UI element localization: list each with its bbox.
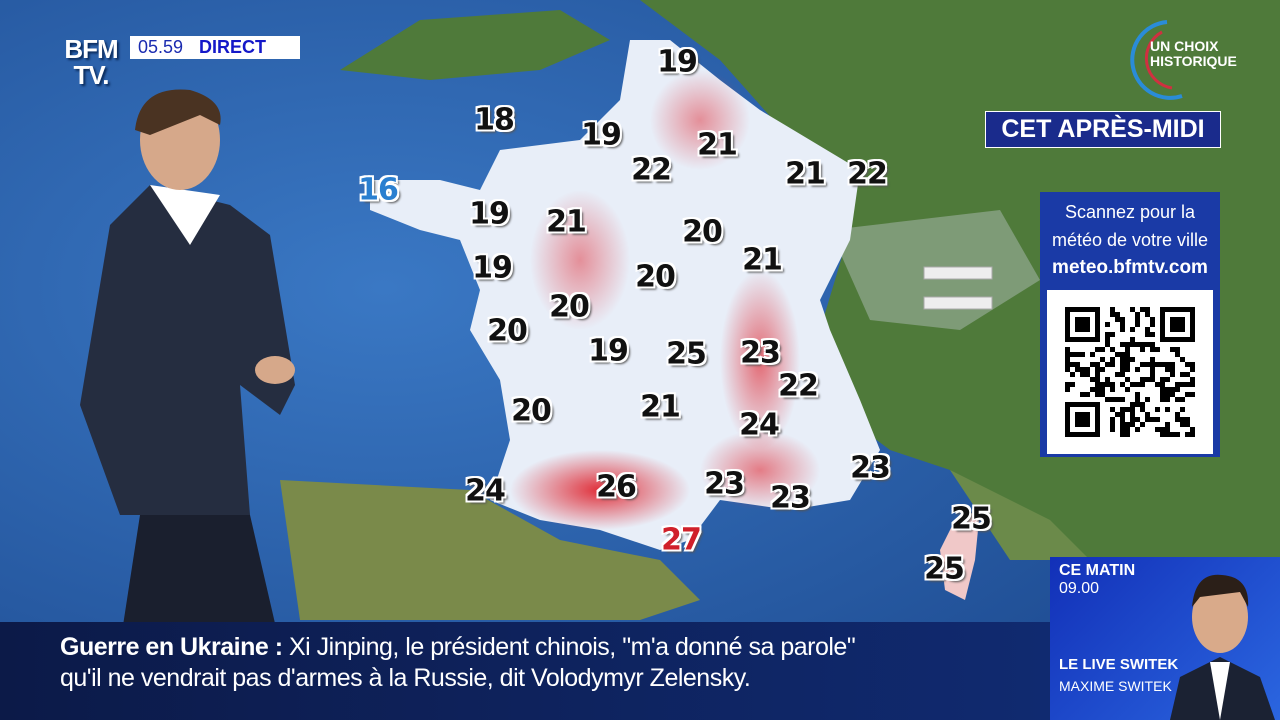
temperature-label: 22 <box>847 156 888 192</box>
temperature-label: 22 <box>631 152 672 188</box>
un-choix-historique-badge: UN CHOIX HISTORIQUE <box>1122 12 1242 102</box>
temperature-label: 19 <box>581 117 622 153</box>
host-photo <box>1170 574 1275 720</box>
presenter-figure <box>80 89 295 645</box>
circle-logo-icon <box>1130 20 1183 100</box>
temperature-label: 27 <box>661 522 702 558</box>
temperature-label: 20 <box>549 289 590 325</box>
badge-line1: UN CHOIX <box>1150 38 1219 54</box>
qr-text-line2: météo de votre ville <box>1051 230 1209 250</box>
corsica-shape <box>940 510 980 600</box>
temperature-label: 19 <box>469 196 510 232</box>
promo-show: LE LIVE SWITEK <box>1059 656 1179 673</box>
temperature-label: 25 <box>666 336 707 372</box>
clock: 05.59 <box>138 37 184 57</box>
temperature-label: 24 <box>739 407 780 443</box>
temperature-label: 20 <box>487 313 528 349</box>
temperature-label: 25 <box>924 551 965 587</box>
qr-code-icon <box>1065 307 1195 437</box>
equals-sign-graphic <box>923 266 993 310</box>
temperature-label: 23 <box>770 480 811 516</box>
temperature-label: 21 <box>697 127 738 163</box>
badge-line2: HISTORIQUE <box>1150 53 1237 69</box>
temperature-label: 25 <box>951 501 992 537</box>
temperature-label: 19 <box>472 250 513 286</box>
temperature-label: 20 <box>682 214 723 250</box>
bfmtv-logo: BFM TV. <box>64 34 118 90</box>
temperature-label: 18 <box>474 102 515 138</box>
temperature-label: 20 <box>635 259 676 295</box>
promo-when: CE MATIN <box>1059 562 1136 579</box>
ticker-line1: Xi Jinping, le président chinois, "m'a d… <box>289 633 856 661</box>
temperature-label: 21 <box>742 242 783 278</box>
temperature-label: 19 <box>657 44 698 80</box>
ticker-topic: Guerre en Ukraine <box>60 633 269 661</box>
temperature-label: 26 <box>596 469 637 505</box>
news-ticker: Guerre en Ukraine : Xi Jinping, le prési… <box>0 622 1050 720</box>
temperature-label: 23 <box>740 335 781 371</box>
temperature-label: 21 <box>785 156 826 192</box>
promo-time: 09.00 <box>1059 580 1100 597</box>
ticker-separator: : <box>274 633 283 661</box>
show-promo: CE MATIN 09.00 LE LIVE SWITEK MAXIME SWI… <box>1050 557 1280 720</box>
live-bar: 05.59 DIRECT <box>130 36 300 59</box>
temperature-label: 24 <box>465 473 506 509</box>
promo-host: MAXIME SWITEK <box>1059 678 1172 694</box>
temperature-label: 21 <box>640 389 681 425</box>
qr-code[interactable] <box>1047 290 1213 454</box>
temperature-label: 23 <box>850 450 891 486</box>
qr-panel: Scannez pour la météo de votre ville met… <box>1040 192 1220 457</box>
temperature-label: 21 <box>546 204 587 240</box>
temperature-label: 19 <box>588 333 629 369</box>
qr-text-line1: Scannez pour la <box>1064 202 1196 222</box>
ticker-line2: qu'il ne vendrait pas d'armes à la Russi… <box>60 664 751 692</box>
forecast-title: CET APRÈS-MIDI <box>985 111 1221 148</box>
qr-url: meteo.bfmtv.com <box>1052 257 1208 278</box>
temperature-label: 23 <box>704 466 745 502</box>
temperature-label: 22 <box>778 368 819 404</box>
temperature-label: 16 <box>358 172 399 208</box>
temperature-label: 20 <box>511 393 552 429</box>
live-label: DIRECT <box>199 37 267 57</box>
